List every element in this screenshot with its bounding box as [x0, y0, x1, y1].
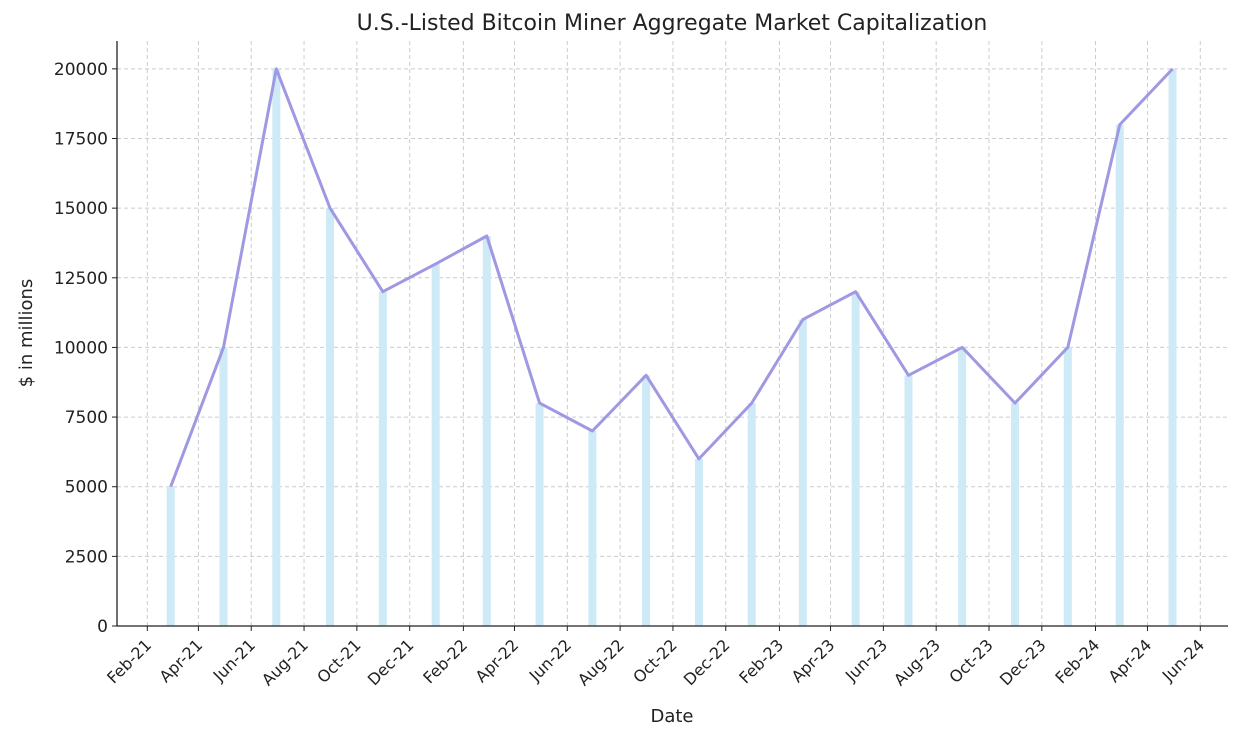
x-tick-label: Apr-22: [472, 635, 523, 686]
x-tick-label: Feb-24: [1051, 635, 1103, 687]
line-series: [169, 67, 1174, 488]
y-axis-label: $ in millions: [16, 279, 37, 388]
x-tick-label: Apr-24: [1105, 635, 1156, 686]
x-tick-label: Dec-23: [996, 635, 1050, 689]
bar: [798, 319, 807, 626]
y-tick-label: 10000: [54, 338, 108, 358]
series-line: [169, 67, 1174, 488]
bar: [326, 208, 335, 626]
chart-title: U.S.-Listed Bitcoin Miner Aggregate Mark…: [357, 11, 988, 36]
y-tick-label: 17500: [54, 130, 108, 150]
x-tick-label: Dec-22: [680, 635, 734, 689]
bar: [535, 403, 544, 626]
x-tick-label: Aug-21: [258, 635, 312, 689]
y-tick-label: 2500: [65, 547, 108, 567]
bar: [1063, 347, 1072, 626]
y-tick-label: 7500: [65, 408, 108, 428]
bar: [166, 486, 175, 626]
bar: [851, 291, 860, 626]
bar: [378, 291, 387, 626]
grid: [117, 41, 1228, 627]
x-tick-label: Aug-22: [574, 635, 628, 689]
x-tick-label: Feb-23: [735, 635, 787, 687]
bar: [904, 375, 913, 626]
bar: [588, 431, 597, 626]
x-tick-label: Oct-22: [629, 635, 680, 686]
x-tick-label: Jun-23: [841, 635, 891, 685]
bar: [958, 347, 967, 626]
x-tick-label: Jun-24: [1158, 635, 1208, 685]
y-tick-label: 15000: [54, 199, 108, 219]
x-tick-label: Oct-23: [945, 635, 996, 686]
bar: [272, 68, 281, 627]
bar: [642, 375, 651, 626]
bar: [1010, 403, 1019, 626]
y-tick-label: 0: [97, 617, 108, 637]
y-tick-label: 20000: [54, 60, 108, 80]
x-tick-label: Feb-21: [103, 635, 155, 687]
bar: [219, 347, 228, 626]
bars: [166, 68, 1177, 627]
bar: [431, 263, 440, 626]
bar: [482, 236, 491, 626]
bar: [747, 403, 756, 626]
bar: [1168, 68, 1177, 627]
bar: [694, 458, 703, 626]
y-tick-label: 12500: [54, 269, 108, 289]
x-tick-label: Apr-21: [155, 635, 206, 686]
x-tick-label: Jun-22: [525, 635, 575, 685]
x-tick-label: Oct-21: [313, 635, 364, 686]
x-axis-label: Date: [650, 706, 693, 727]
x-tick-label: Aug-23: [890, 635, 944, 689]
bar: [1115, 124, 1124, 627]
y-tick-label: 5000: [65, 478, 108, 498]
y-ticks: 0 2500 5000 7500 10000 12500 15000 17500 20000: [54, 60, 117, 637]
x-tick-label: Feb-22: [419, 635, 471, 687]
x-tick-label: Apr-23: [788, 635, 839, 686]
x-tick-label: Dec-21: [364, 635, 418, 689]
x-tick-label: Jun-21: [209, 635, 259, 685]
